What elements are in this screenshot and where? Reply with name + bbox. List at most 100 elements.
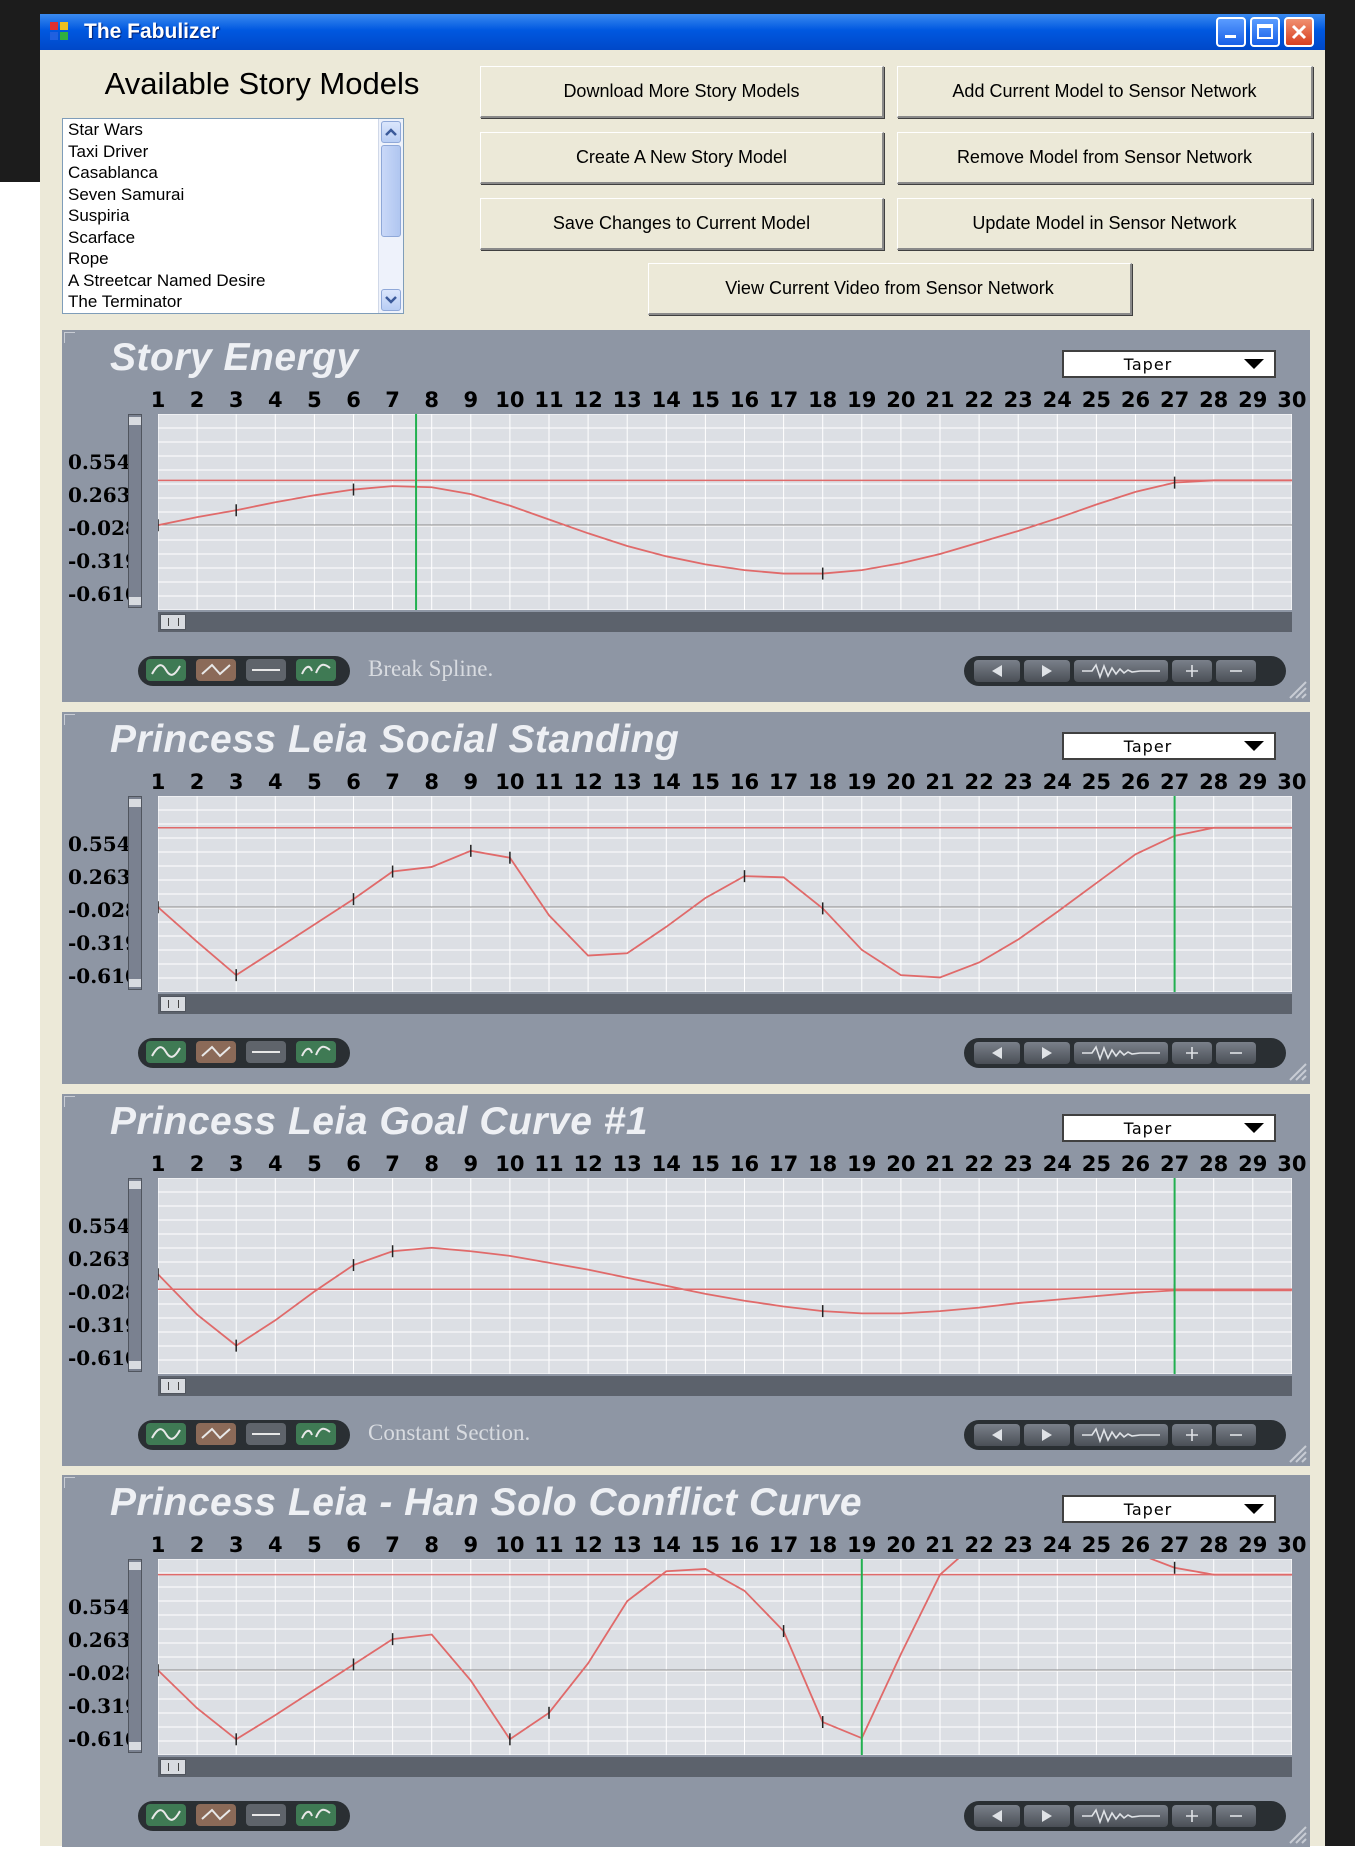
prev-button[interactable] [974, 1424, 1020, 1446]
add-to-network-button[interactable]: Add Current Model to Sensor Network [897, 66, 1313, 118]
vertical-scroll-handle-bottom[interactable] [129, 979, 141, 987]
constant-tool-button[interactable] [246, 1804, 286, 1826]
resize-grip[interactable] [1286, 1442, 1308, 1464]
list-item[interactable]: Scarface [68, 227, 136, 247]
add-button[interactable] [1172, 660, 1212, 682]
resize-grip[interactable] [1286, 1823, 1308, 1845]
next-button[interactable] [1024, 1805, 1070, 1827]
vertical-scroll-handle-bottom[interactable] [129, 1361, 141, 1369]
waveform-button[interactable] [1074, 660, 1168, 682]
mode-dropdown[interactable]: Taper [1062, 350, 1276, 378]
spline-tool-button[interactable] [146, 1423, 186, 1445]
list-item[interactable]: Star Wars [68, 120, 143, 139]
vertical-scroll-handle-bottom[interactable] [129, 1742, 141, 1750]
scroll-down-button[interactable] [381, 289, 401, 311]
add-button[interactable] [1172, 1042, 1212, 1064]
spline-tool-button[interactable] [146, 659, 186, 681]
create-model-button[interactable]: Create A New Story Model [480, 132, 884, 184]
vertical-scroll-handle-top[interactable] [129, 1181, 141, 1189]
horizontal-scroll-thumb[interactable] [160, 996, 186, 1012]
close-button[interactable] [1284, 17, 1314, 47]
horizontal-scrollbar[interactable] [158, 994, 1292, 1014]
vertical-scroll-track[interactable] [128, 1559, 142, 1753]
add-button[interactable] [1172, 1805, 1212, 1827]
break-spline-button[interactable] [296, 659, 336, 681]
remove-button[interactable] [1216, 1424, 1256, 1446]
linear-tool-button[interactable] [196, 1804, 236, 1826]
mode-dropdown[interactable]: Taper [1062, 732, 1276, 760]
title-bar[interactable]: The Fabulizer [40, 14, 1325, 50]
vertical-scroll-track[interactable] [128, 796, 142, 990]
spline-tool-button[interactable] [146, 1804, 186, 1826]
waveform-button[interactable] [1074, 1424, 1168, 1446]
list-item[interactable]: Suspiria [68, 206, 130, 225]
download-models-button[interactable]: Download More Story Models [480, 66, 884, 118]
resize-grip[interactable] [1286, 678, 1308, 700]
x-tick-label: 6 [346, 1152, 361, 1176]
curve-graph[interactable] [158, 1559, 1292, 1755]
waveform-button[interactable] [1074, 1042, 1168, 1064]
prev-button[interactable] [974, 1805, 1020, 1827]
vertical-scroll-track[interactable] [128, 1178, 142, 1372]
resize-grip[interactable] [1286, 1060, 1308, 1082]
vertical-scroll-handle-top[interactable] [129, 799, 141, 807]
constant-tool-button[interactable] [246, 659, 286, 681]
save-model-button[interactable]: Save Changes to Current Model [480, 198, 884, 250]
list-item[interactable]: Rope [68, 249, 109, 268]
list-item[interactable]: Taxi Driver [68, 141, 149, 161]
view-video-button[interactable]: View Current Video from Sensor Network [648, 263, 1132, 315]
story-curve[interactable] [158, 1246, 1292, 1347]
waveform-button[interactable] [1074, 1805, 1168, 1827]
scroll-up-button[interactable] [381, 121, 401, 143]
remove-button[interactable] [1216, 1805, 1256, 1827]
vertical-scroll-handle-bottom[interactable] [129, 597, 141, 605]
list-item[interactable]: The Terminator [68, 292, 183, 311]
next-button[interactable] [1024, 1042, 1070, 1064]
linear-tool-button[interactable] [196, 1041, 236, 1063]
update-network-button[interactable]: Update Model in Sensor Network [897, 198, 1313, 250]
list-item[interactable]: Casablanca [68, 163, 158, 182]
horizontal-scrollbar[interactable] [158, 1757, 1292, 1777]
prev-button[interactable] [974, 660, 1020, 682]
constant-tool-button[interactable] [246, 1041, 286, 1063]
scroll-thumb[interactable] [381, 145, 401, 237]
add-button[interactable] [1172, 1424, 1212, 1446]
story-curve[interactable] [158, 826, 1292, 979]
list-item[interactable]: Seven Samurai [68, 184, 185, 204]
mode-dropdown[interactable]: Taper [1062, 1495, 1276, 1523]
story-curve[interactable] [158, 1559, 1292, 1741]
spline-tool-button[interactable] [146, 1041, 186, 1063]
minimize-button[interactable] [1216, 17, 1246, 47]
list-scrollbar[interactable] [378, 119, 403, 313]
horizontal-scrollbar[interactable] [158, 1376, 1292, 1396]
x-tick-label: 28 [1199, 1152, 1229, 1176]
story-model-list[interactable]: Star Wars Taxi Driver Casablanca Seven Samu… [62, 118, 404, 314]
curve-graph[interactable] [158, 414, 1292, 610]
remove-button[interactable] [1216, 660, 1256, 682]
remove-from-network-button[interactable]: Remove Model from Sensor Network [897, 132, 1313, 184]
linear-tool-button[interactable] [196, 1423, 236, 1445]
x-tick-label: 25 [1081, 388, 1111, 412]
story-curve[interactable] [158, 479, 1292, 575]
maximize-button[interactable] [1250, 17, 1280, 47]
horizontal-scrollbar[interactable] [158, 612, 1292, 632]
horizontal-scroll-thumb[interactable] [160, 614, 186, 630]
next-button[interactable] [1024, 660, 1070, 682]
next-button[interactable] [1024, 1424, 1070, 1446]
remove-button[interactable] [1216, 1042, 1256, 1064]
vertical-scroll-handle-top[interactable] [129, 1562, 141, 1570]
mode-dropdown[interactable]: Taper [1062, 1114, 1276, 1142]
horizontal-scroll-thumb[interactable] [160, 1378, 186, 1394]
break-spline-button[interactable] [296, 1804, 336, 1826]
prev-button[interactable] [974, 1042, 1020, 1064]
break-spline-button[interactable] [296, 1423, 336, 1445]
list-item[interactable]: A Streetcar Named Desire [68, 270, 266, 290]
vertical-scroll-handle-top[interactable] [129, 417, 141, 425]
break-spline-button[interactable] [296, 1041, 336, 1063]
horizontal-scroll-thumb[interactable] [160, 1759, 186, 1775]
constant-tool-button[interactable] [246, 1423, 286, 1445]
curve-graph[interactable] [158, 796, 1292, 992]
linear-tool-button[interactable] [196, 659, 236, 681]
curve-graph[interactable] [158, 1178, 1292, 1374]
vertical-scroll-track[interactable] [128, 414, 142, 608]
